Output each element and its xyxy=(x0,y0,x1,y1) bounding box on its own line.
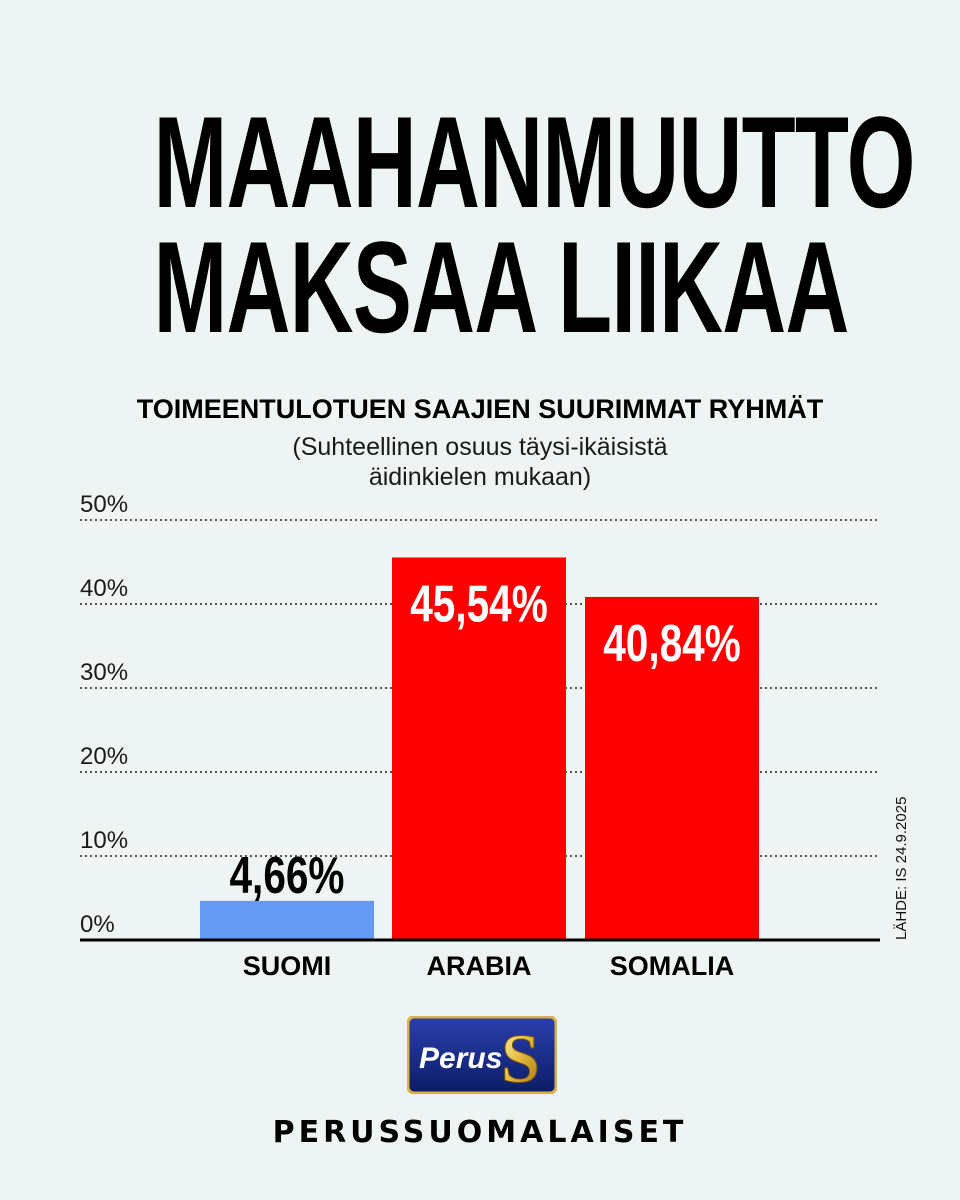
x-category-label: SUOMI xyxy=(243,951,332,981)
y-tick-label: 30% xyxy=(80,659,128,686)
headline: MAAHANMUUTTO MAKSAA LIIKAA xyxy=(0,89,960,360)
chart-subtitle-line-2: äidinkielen mukaan) xyxy=(368,463,592,491)
bar-value-label: 4,66% xyxy=(230,846,345,904)
y-tick-label: 20% xyxy=(80,743,128,770)
logo-text: Perus xyxy=(419,1042,502,1075)
bar xyxy=(200,900,374,940)
brand-name: PERUSSUOMALAISET xyxy=(272,1115,688,1150)
bar-value-label: 40,84% xyxy=(603,614,741,672)
x-category-label: SOMALIA xyxy=(610,951,735,981)
headline-line-2: MAKSAA LIIKAA xyxy=(153,214,850,360)
headline-line-1: MAAHANMUUTTO xyxy=(153,89,916,235)
y-tick-label: 10% xyxy=(80,827,128,854)
bar xyxy=(585,596,759,940)
chart-subtitle: (Suhteellinen osuus täysi-ikäisistä äidi… xyxy=(0,432,960,492)
bar-chart: 0% 10% 20% 30% 40% 50% 4,66% SUOMI 45,54% ARABIA 4… xyxy=(80,491,880,981)
y-tick-label: 50% xyxy=(80,491,128,518)
y-tick-label: 40% xyxy=(80,575,128,602)
bar xyxy=(392,557,566,940)
bar-value-label: 45,54% xyxy=(410,575,548,633)
x-category-label: ARABIA xyxy=(427,951,532,981)
perussuomalaiset-logo: Perus S xyxy=(407,1016,557,1094)
logo-letter: S xyxy=(501,1021,540,1094)
source-note: LÄHDE: IS 24.9.2025 xyxy=(893,796,910,940)
chart-title: TOIMEENTULOTUEN SAAJIEN SUURIMMAT RYHMÄT xyxy=(136,394,824,424)
chart-subtitle-line-1: (Suhteellinen osuus täysi-ikäisistä xyxy=(292,433,668,461)
y-tick-label: 0% xyxy=(80,911,115,938)
